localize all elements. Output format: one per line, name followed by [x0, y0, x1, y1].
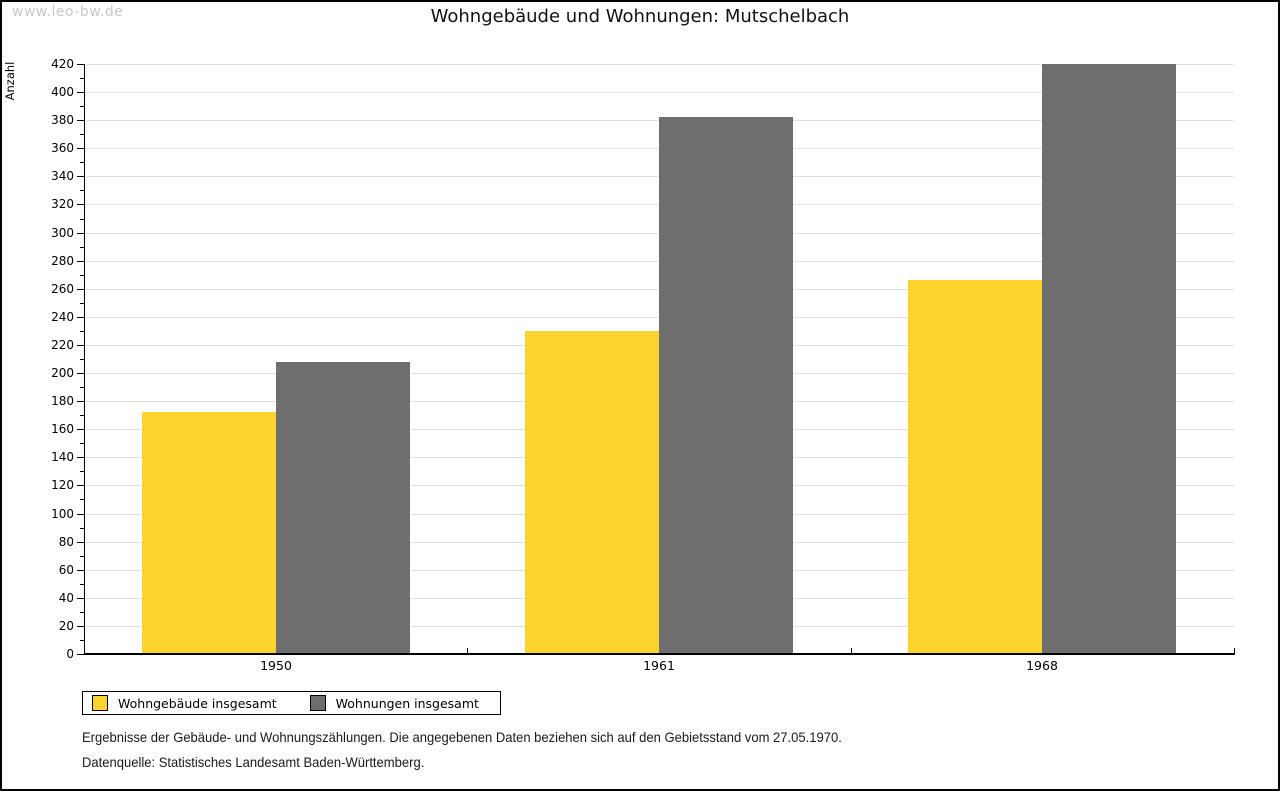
footer-source: Datenquelle: Statistisches Landesamt Bad…	[82, 754, 425, 770]
legend-box: Wohngebäude insgesamt Wohnungen insgesamt	[82, 691, 501, 715]
y-major-tick-240	[77, 317, 84, 318]
x-tick-label-1950: 1950	[260, 658, 292, 673]
y-major-tick-380	[77, 120, 84, 121]
bar-wohnungen-insgesamt-1968	[1042, 64, 1176, 654]
y-tick-label-140: 140	[51, 450, 74, 464]
y-minor-tick-210	[80, 359, 84, 360]
y-major-tick-100	[77, 514, 84, 515]
y-tick-label-240: 240	[51, 310, 74, 324]
y-major-tick-320	[77, 204, 84, 205]
y-major-tick-260	[77, 289, 84, 290]
x-tick-label-1968: 1968	[1026, 658, 1058, 673]
y-minor-tick-350	[80, 162, 84, 163]
y-minor-tick-390	[80, 106, 84, 107]
legend-label: Wohnungen insgesamt	[335, 695, 479, 711]
y-major-tick-40	[77, 598, 84, 599]
footer-note: Ergebnisse der Gebäude- und Wohnungszähl…	[82, 729, 842, 745]
x-boundary-tick-2	[851, 648, 852, 653]
y-tick-label-340: 340	[51, 169, 74, 183]
y-tick-label-40: 40	[58, 591, 74, 605]
gridline-420	[85, 64, 1234, 65]
y-major-tick-160	[77, 429, 84, 430]
chart-title: Wohngebäude und Wohnungen: Mutschelbach	[430, 6, 850, 27]
y-minor-tick-410	[80, 78, 84, 79]
y-minor-tick-370	[80, 134, 84, 135]
y-minor-tick-150	[80, 443, 84, 444]
y-tick-label-380: 380	[51, 113, 74, 127]
y-major-tick-340	[77, 176, 84, 177]
y-tick-label-0: 0	[66, 647, 74, 661]
legend-item-wohnungen-insgesamt: Wohnungen insgesamt	[309, 695, 479, 711]
y-minor-tick-270	[80, 275, 84, 276]
y-major-tick-140	[77, 457, 84, 458]
bar-wohngebaeude-insgesamt-1968	[908, 280, 1042, 654]
y-tick-label-320: 320	[51, 197, 74, 211]
y-major-tick-0	[77, 654, 84, 655]
y-major-tick-60	[77, 570, 84, 571]
y-minor-tick-90	[80, 528, 84, 529]
y-minor-tick-250	[80, 303, 84, 304]
x-boundary-tick-1	[467, 648, 468, 653]
y-minor-tick-130	[80, 471, 84, 472]
y-major-tick-200	[77, 373, 84, 374]
y-major-tick-280	[77, 261, 84, 262]
y-tick-label-20: 20	[58, 619, 74, 633]
y-tick-label-160: 160	[51, 422, 74, 436]
y-tick-label-360: 360	[51, 141, 74, 155]
y-major-tick-300	[77, 233, 84, 234]
bar-wohngebaeude-insgesamt-1961	[525, 331, 659, 654]
y-minor-tick-290	[80, 247, 84, 248]
y-tick-label-420: 420	[51, 57, 74, 71]
legend-item-wohngebaeude-insgesamt: Wohngebäude insgesamt	[92, 695, 277, 711]
x-boundary-tick-3	[1234, 648, 1235, 653]
bar-wohnungen-insgesamt-1961	[659, 117, 793, 654]
bar-wohnungen-insgesamt-1950	[276, 362, 410, 654]
legend-swatch-wohngebaeude-insgesamt	[92, 695, 108, 711]
y-tick-label-300: 300	[51, 226, 74, 240]
watermark: www.leo-bw.de	[12, 4, 124, 20]
y-tick-label-180: 180	[51, 394, 74, 408]
y-major-tick-20	[77, 626, 84, 627]
y-minor-tick-10	[80, 640, 84, 641]
x-tick-label-1961: 1961	[643, 658, 675, 673]
y-major-tick-400	[77, 92, 84, 93]
y-minor-tick-190	[80, 387, 84, 388]
bar-wohngebaeude-insgesamt-1950	[142, 412, 276, 654]
y-minor-tick-70	[80, 556, 84, 557]
y-tick-label-200: 200	[51, 366, 74, 380]
y-tick-label-60: 60	[58, 563, 74, 577]
y-major-tick-360	[77, 148, 84, 149]
y-tick-label-280: 280	[51, 254, 74, 268]
y-minor-tick-330	[80, 190, 84, 191]
y-tick-label-400: 400	[51, 85, 74, 99]
y-tick-label-120: 120	[51, 478, 74, 492]
y-axis-line	[84, 64, 85, 654]
y-minor-tick-170	[80, 415, 84, 416]
y-tick-label-260: 260	[51, 282, 74, 296]
gridline-400	[85, 92, 1234, 93]
y-minor-tick-230	[80, 331, 84, 332]
y-major-tick-80	[77, 542, 84, 543]
legend-swatch-wohnungen-insgesamt	[309, 695, 326, 711]
y-major-tick-120	[77, 485, 84, 486]
x-axis-line	[84, 653, 1235, 655]
y-minor-tick-30	[80, 612, 84, 613]
y-tick-label-220: 220	[51, 338, 74, 352]
y-tick-label-100: 100	[51, 507, 74, 521]
legend-label: Wohngebäude insgesamt	[118, 695, 277, 711]
y-minor-tick-110	[80, 499, 84, 500]
y-major-tick-180	[77, 401, 84, 402]
y-minor-tick-50	[80, 584, 84, 585]
y-major-tick-420	[77, 64, 84, 65]
y-major-tick-220	[77, 345, 84, 346]
y-minor-tick-310	[80, 219, 84, 220]
y-tick-label-80: 80	[58, 535, 74, 549]
